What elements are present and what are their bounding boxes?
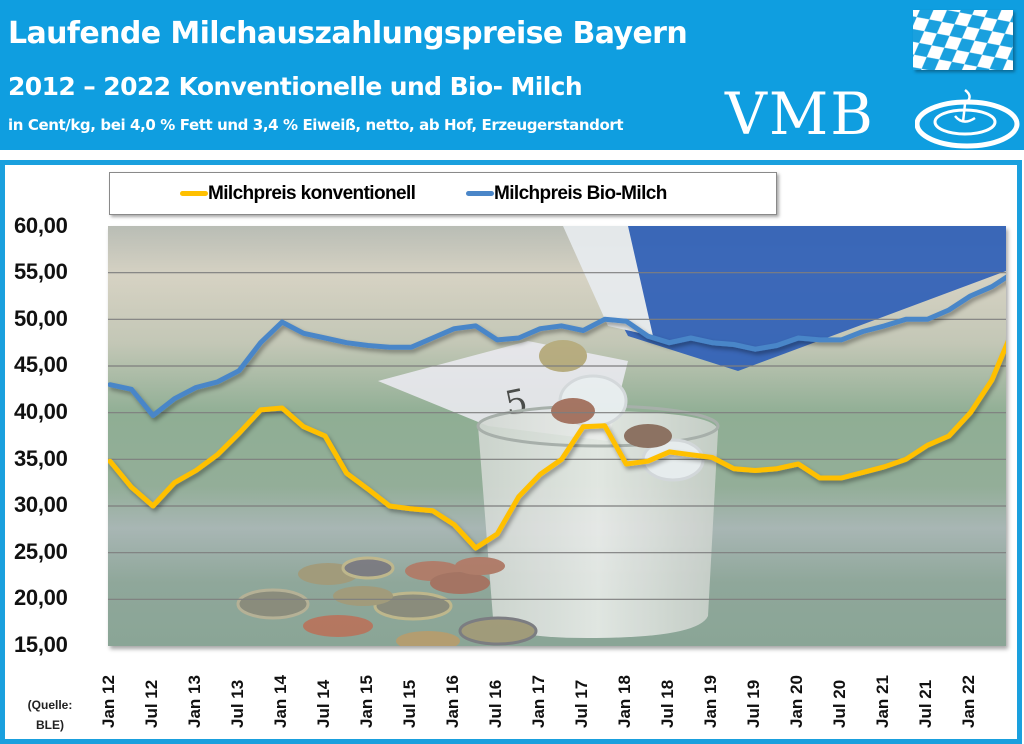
source-note: (Quelle: BLE) <box>27 698 73 732</box>
x-tick-label: Jan 22 <box>959 675 979 728</box>
x-tick-label: Jul 17 <box>572 679 592 728</box>
legend-swatch-bio <box>466 191 494 196</box>
y-tick-label: 55,00 <box>14 259 68 284</box>
x-tick-label: Jul 21 <box>916 679 936 728</box>
y-tick-label: 30,00 <box>14 492 68 517</box>
y-tick-label: 60,00 <box>14 213 68 238</box>
x-tick-label: Jan 17 <box>529 675 549 728</box>
legend-label-bio: Milchpreis Bio-Milch <box>494 182 667 204</box>
x-tick-label: Jan 13 <box>185 675 205 728</box>
series-line-bio <box>108 274 1006 418</box>
legend-item-bio: Milchpreis Bio-Milch <box>466 183 667 205</box>
x-tick-label: Jan 21 <box>873 675 893 728</box>
legend-swatch-conventional <box>180 191 208 196</box>
y-tick-label: 15,00 <box>14 632 68 657</box>
x-tick-label: Jan 18 <box>615 675 635 728</box>
y-tick-label: 20,00 <box>14 585 68 610</box>
x-tick-label: Jul 15 <box>400 679 420 728</box>
x-tick-label: Jan 16 <box>443 675 463 728</box>
series-line-conventional <box>108 339 1006 551</box>
x-tick-label: Jul 16 <box>486 679 506 728</box>
x-tick-label: Jan 12 <box>99 675 118 728</box>
chart-subtitle: 2012 – 2022 Konventionelle und Bio- Milc… <box>8 72 583 101</box>
y-tick-label: 40,00 <box>14 399 68 424</box>
y-tick-label: 50,00 <box>14 306 68 331</box>
y-tick-label: 35,00 <box>14 446 68 471</box>
y-tick-label: 45,00 <box>14 352 68 377</box>
header-banner: Laufende Milchauszahlungspreise Bayern 2… <box>0 0 1024 150</box>
vmb-logo: VMB <box>725 80 1020 150</box>
x-tick-label: Jan 15 <box>357 675 377 728</box>
x-tick-label: Jul 14 <box>314 679 334 728</box>
gridlines <box>108 272 1006 600</box>
bavaria-flag-icon <box>913 10 1013 70</box>
x-tick-label: Jan 19 <box>701 675 721 728</box>
milk-drop-logo-icon <box>915 89 1020 149</box>
x-tick-label: Jul 18 <box>658 679 678 728</box>
legend-item-conventional: Milchpreis konventionell <box>180 182 416 205</box>
x-tick-label: Jul 20 <box>830 679 850 728</box>
x-tick-label: Jul 13 <box>228 679 248 728</box>
milk-carton-illustration <box>570 226 1006 371</box>
x-tick-label: Jan 14 <box>271 675 291 728</box>
chart-legend: Milchpreis konventionell Milchpreis Bio-… <box>109 172 777 215</box>
vmb-logo-text: VMB <box>725 80 875 148</box>
unit-note: in Cent/kg, bei 4,0 % Fett und 3,4 % Eiw… <box>8 116 624 134</box>
y-tick-label: 25,00 <box>14 539 68 564</box>
plot-area: 5 <box>108 226 1006 646</box>
x-tick-label: Jul 12 <box>142 679 162 728</box>
x-tick-label: Jul 19 <box>744 679 764 728</box>
chart-title: Laufende Milchauszahlungspreise Bayern <box>8 16 688 51</box>
legend-label-conventional: Milchpreis konventionell <box>208 182 416 204</box>
x-tick-label: Jan 20 <box>787 675 807 728</box>
